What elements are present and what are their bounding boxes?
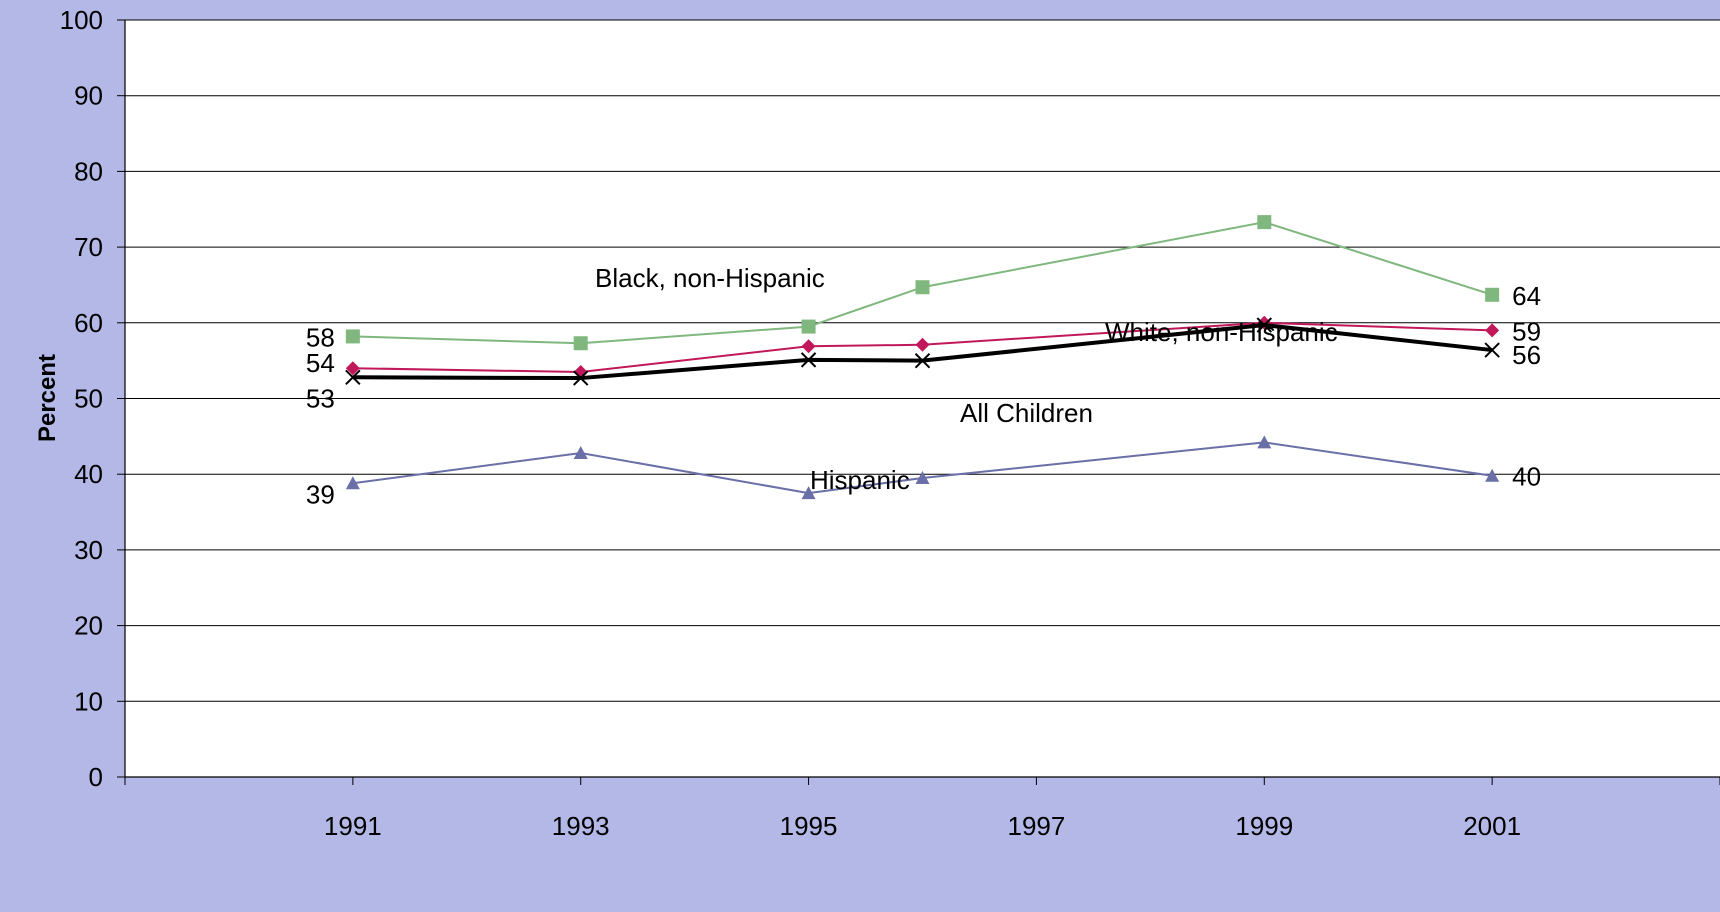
y-tick-label-80: 80 (74, 156, 103, 186)
point-black-non-hispanic-1991 (345, 329, 360, 344)
y-tick-label-70: 70 (74, 232, 103, 262)
x-tick-label-1997: 1997 (1008, 811, 1066, 841)
y-tick-label-20: 20 (74, 611, 103, 641)
point-white-non-hispanic-1996 (915, 337, 930, 352)
data-label-last-hispanic: 40 (1512, 462, 1541, 492)
y-tick-label-90: 90 (74, 81, 103, 111)
series-line-hispanic (352, 441, 1493, 495)
y-tick-label-10: 10 (74, 686, 103, 716)
point-all-children-1993-stroke-b (573, 370, 589, 386)
series-name-label-black-non-hispanic: Black, non-Hispanic (595, 263, 825, 293)
point-white-non-hispanic-1995 (801, 339, 816, 354)
point-all-children-1996-stroke-b (914, 352, 931, 369)
point-black-non-hispanic-1995 (801, 319, 816, 334)
point-black-non-hispanic-1999 (1257, 215, 1272, 230)
point-all-children-2001 (1484, 342, 1500, 358)
point-all-children-1996 (914, 352, 931, 369)
point-all-children-1999 (1256, 317, 1272, 333)
point-hispanic-1993 (573, 446, 588, 460)
series-group (345, 215, 1500, 500)
y-tick-label-100: 100 (60, 5, 103, 35)
y-tick-label-30: 30 (74, 535, 103, 565)
point-all-children-1999-stroke-b (1256, 317, 1272, 333)
point-all-children-1991-stroke-b (345, 369, 361, 386)
data-label-first-black-non-hispanic: 58 (306, 322, 335, 352)
point-white-non-hispanic-1991 (345, 361, 360, 376)
point-hispanic-1999 (1257, 435, 1272, 449)
series-name-label-white-non-hispanic: White, non-Hispanic (1105, 317, 1338, 347)
x-tick-label-1991: 1991 (324, 811, 382, 841)
point-hispanic-1991 (345, 476, 360, 490)
series-name-label-hispanic: Hispanic (810, 465, 910, 495)
point-hispanic-1995 (801, 486, 816, 500)
data-label-first-hispanic: 39 (306, 479, 335, 509)
y-axis-label: Percent (34, 354, 61, 442)
point-all-children-1995-stroke-b (800, 352, 817, 368)
y-tick-label-40: 40 (74, 459, 103, 489)
series-name-label-all-children: All Children (960, 398, 1093, 428)
series-line-black-non-hispanic (352, 221, 1493, 345)
label-group: Black, non-Hispanic White, non-Hispanic Al… (306, 263, 1541, 509)
point-hispanic-2001 (1485, 468, 1500, 482)
y-tick-label-0: 0 (89, 762, 103, 792)
x-tick-label-2001: 2001 (1463, 811, 1521, 841)
x-tick-label-1999: 1999 (1235, 811, 1293, 841)
point-all-children-2001-stroke-b (1484, 342, 1500, 358)
point-all-children-1993 (573, 370, 589, 386)
series-line-all-children (352, 323, 1493, 381)
data-label-last-white-non-hispanic: 59 (1512, 316, 1541, 346)
point-hispanic-1996 (915, 470, 930, 484)
x-tick-label-1993: 1993 (552, 811, 610, 841)
point-all-children-1995 (800, 352, 817, 368)
point-white-non-hispanic-2001 (1485, 323, 1500, 338)
point-black-non-hispanic-1996 (915, 280, 930, 295)
y-tick-label-60: 60 (74, 308, 103, 338)
point-black-non-hispanic-1993 (573, 336, 588, 351)
data-label-last-black-non-hispanic: 64 (1512, 281, 1541, 311)
data-label-first-white-non-hispanic: 54 (306, 348, 335, 378)
y-tick-label-50: 50 (74, 384, 103, 414)
point-all-children-1991 (345, 369, 361, 386)
gridlines (125, 19, 1720, 702)
axes: 0 10 20 30 40 50 60 70 80 90 100 1991 1993 1995 1997 19… (60, 5, 1720, 841)
data-label-last-all-children: 56 (1512, 340, 1541, 370)
data-label-first-all-children: 53 (306, 383, 335, 413)
x-tick-label-1995: 1995 (780, 811, 838, 841)
series-line-white-non-hispanic (352, 321, 1493, 374)
point-black-non-hispanic-2001 (1485, 287, 1500, 302)
